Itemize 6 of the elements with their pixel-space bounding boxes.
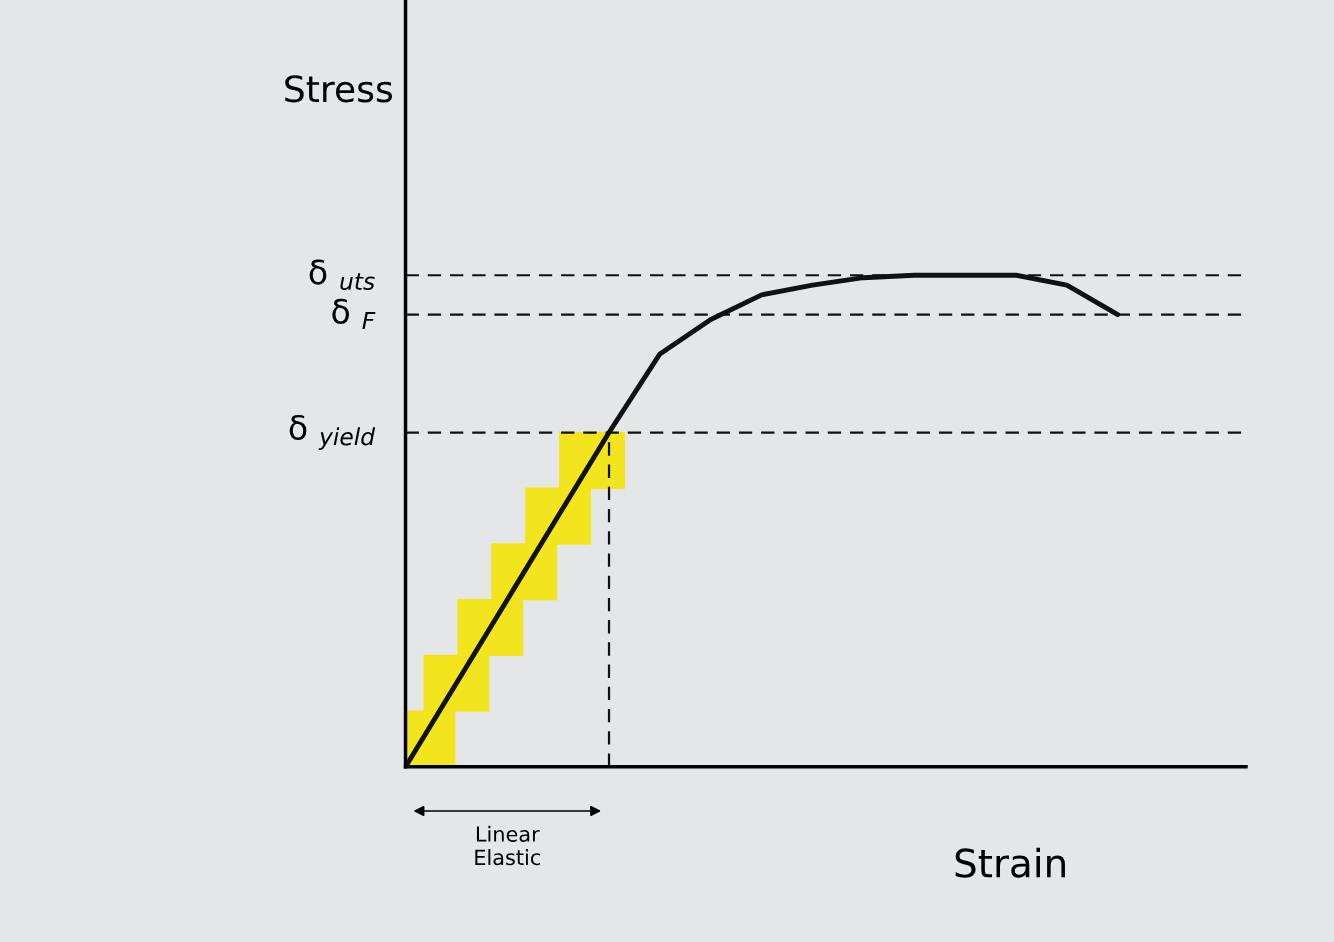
y-axis-title: Stress (285, 75, 393, 103)
ref-line-label: δ $_{uts}$ (309, 259, 375, 290)
text: Linear Elastic (475, 825, 540, 866)
x-axis-title: Strain (955, 847, 1065, 878)
ref-line-label: δ $_{yield}$ (289, 414, 376, 450)
ref-line-label: δ $_{F}$ (332, 298, 376, 329)
